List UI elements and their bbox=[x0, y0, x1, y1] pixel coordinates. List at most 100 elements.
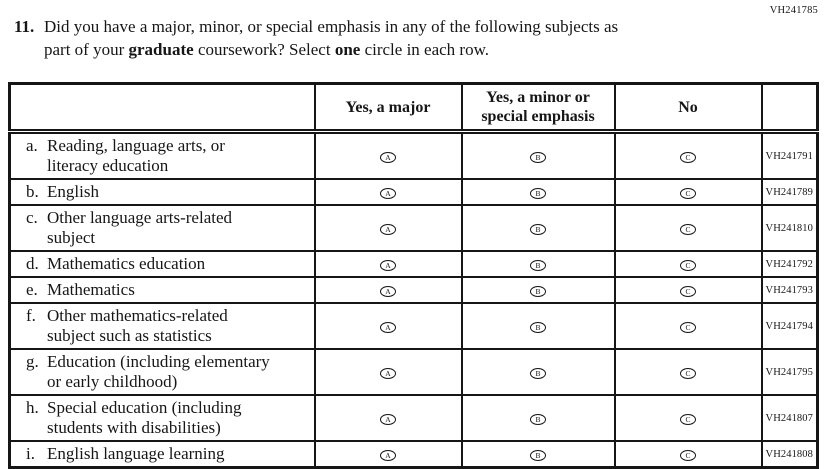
col-header-no: No bbox=[613, 82, 763, 134]
question-line2-pre: part of your bbox=[44, 40, 129, 59]
option-bubble-c[interactable]: C bbox=[680, 368, 696, 380]
option-cell-major: A bbox=[313, 130, 463, 180]
row-label: Mathematics bbox=[47, 280, 135, 299]
option-bubble-b[interactable]: B bbox=[530, 286, 546, 298]
question-text: Did you have a major, minor, or special … bbox=[44, 15, 618, 61]
row-label: Education (including elementary or early… bbox=[47, 352, 270, 391]
option-bubble-a[interactable]: A bbox=[380, 260, 396, 272]
option-bubble-b[interactable]: B bbox=[530, 322, 546, 334]
row-letter: h. bbox=[26, 398, 39, 417]
option-bubble-c[interactable]: C bbox=[680, 188, 696, 200]
option-bubble-c[interactable]: C bbox=[680, 224, 696, 236]
row-label-cell: b. English bbox=[8, 178, 316, 206]
option-bubble-b[interactable]: B bbox=[530, 414, 546, 426]
row-code: VH241791 bbox=[760, 130, 819, 180]
row-label-cell: h. Special education (including students … bbox=[8, 394, 316, 442]
option-bubble-a[interactable]: A bbox=[380, 414, 396, 426]
question-line-2: part of your graduate coursework? Select… bbox=[44, 38, 618, 61]
option-cell-minor: B bbox=[460, 302, 616, 350]
table-row: a. Reading, language arts, or literacy ed… bbox=[8, 130, 819, 180]
row-label-cell: a. Reading, language arts, or literacy ed… bbox=[8, 130, 316, 180]
row-label: Reading, language arts, or literacy educ… bbox=[47, 136, 225, 175]
row-letter: d. bbox=[26, 254, 39, 273]
row-label-cell: f. Other mathematics-related subject such… bbox=[8, 302, 316, 350]
option-cell-minor: B bbox=[460, 394, 616, 442]
option-cell-no: C bbox=[613, 250, 763, 278]
option-cell-major: A bbox=[313, 204, 463, 252]
row-letter: a. bbox=[26, 136, 38, 155]
option-cell-major: A bbox=[313, 394, 463, 442]
row-label: Special education (including students wi… bbox=[47, 398, 242, 437]
option-bubble-c[interactable]: C bbox=[680, 260, 696, 272]
option-bubble-a[interactable]: A bbox=[380, 450, 396, 462]
option-cell-minor: B bbox=[460, 204, 616, 252]
question-block: 11. Did you have a major, minor, or spec… bbox=[14, 15, 714, 61]
question-emphasis-graduate: graduate bbox=[128, 40, 194, 59]
option-bubble-a[interactable]: A bbox=[380, 286, 396, 298]
row-letter: g. bbox=[26, 352, 39, 371]
option-cell-no: C bbox=[613, 130, 763, 180]
header-code-col bbox=[760, 82, 819, 134]
option-bubble-c[interactable]: C bbox=[680, 286, 696, 298]
option-cell-no: C bbox=[613, 204, 763, 252]
row-code: VH241807 bbox=[760, 394, 819, 442]
option-bubble-b[interactable]: B bbox=[530, 450, 546, 462]
option-bubble-b[interactable]: B bbox=[530, 224, 546, 236]
row-code: VH241789 bbox=[760, 178, 819, 206]
option-bubble-c[interactable]: C bbox=[680, 322, 696, 334]
option-bubble-b[interactable]: B bbox=[530, 188, 546, 200]
option-cell-minor: B bbox=[460, 348, 616, 396]
option-cell-major: A bbox=[313, 178, 463, 206]
row-label: English bbox=[47, 182, 99, 201]
option-cell-major: A bbox=[313, 276, 463, 304]
row-code: VH241810 bbox=[760, 204, 819, 252]
question-line-1: Did you have a major, minor, or special … bbox=[44, 17, 619, 36]
question-line2-mid: coursework? Select bbox=[193, 40, 335, 59]
row-letter: b. bbox=[26, 182, 39, 201]
row-label-cell: c. Other language arts-related subject bbox=[8, 204, 316, 252]
table-row: g. Education (including elementary or ear… bbox=[8, 348, 819, 396]
option-cell-no: C bbox=[613, 276, 763, 304]
row-label: English language learning bbox=[47, 444, 225, 463]
option-bubble-a[interactable]: A bbox=[380, 322, 396, 334]
option-cell-minor: B bbox=[460, 276, 616, 304]
option-bubble-b[interactable]: B bbox=[530, 260, 546, 272]
option-cell-no: C bbox=[613, 348, 763, 396]
table-row: c. Other language arts-related subject A … bbox=[8, 204, 819, 252]
option-cell-minor: B bbox=[460, 130, 616, 180]
row-letter: f. bbox=[26, 306, 36, 325]
table-row: f. Other mathematics-related subject such… bbox=[8, 302, 819, 350]
row-letter: i. bbox=[26, 444, 35, 463]
col-header-yes-major: Yes, a major bbox=[313, 82, 463, 134]
response-grid: Yes, a major Yes, a minor or special emp… bbox=[8, 82, 819, 469]
option-bubble-a[interactable]: A bbox=[380, 152, 396, 164]
option-bubble-a[interactable]: A bbox=[380, 368, 396, 380]
row-letter: e. bbox=[26, 280, 38, 299]
option-bubble-a[interactable]: A bbox=[380, 188, 396, 200]
option-cell-major: A bbox=[313, 348, 463, 396]
row-code: VH241793 bbox=[760, 276, 819, 304]
option-bubble-a[interactable]: A bbox=[380, 224, 396, 236]
option-bubble-b[interactable]: B bbox=[530, 368, 546, 380]
option-cell-minor: B bbox=[460, 178, 616, 206]
option-bubble-b[interactable]: B bbox=[530, 152, 546, 164]
row-code: VH241795 bbox=[760, 348, 819, 396]
form-code: VH241785 bbox=[769, 5, 818, 16]
header-row: Yes, a major Yes, a minor or special emp… bbox=[8, 82, 819, 134]
header-label-col bbox=[8, 82, 316, 134]
row-code: VH241792 bbox=[760, 250, 819, 278]
row-label-cell: e. Mathematics bbox=[8, 276, 316, 304]
table-row: b. English A B C VH241789 bbox=[8, 178, 819, 206]
table-row: d. Mathematics education A B C VH241792 bbox=[8, 250, 819, 278]
table-row: e. Mathematics A B C VH241793 bbox=[8, 276, 819, 304]
option-bubble-c[interactable]: C bbox=[680, 152, 696, 164]
table-row: h. Special education (including students … bbox=[8, 394, 819, 442]
row-label-cell: d. Mathematics education bbox=[8, 250, 316, 278]
row-letter: c. bbox=[26, 208, 38, 227]
row-code: VH241794 bbox=[760, 302, 819, 350]
option-bubble-c[interactable]: C bbox=[680, 414, 696, 426]
option-bubble-c[interactable]: C bbox=[680, 450, 696, 462]
option-cell-no: C bbox=[613, 178, 763, 206]
question-emphasis-one: one bbox=[334, 40, 361, 59]
option-cell-no: C bbox=[613, 394, 763, 442]
